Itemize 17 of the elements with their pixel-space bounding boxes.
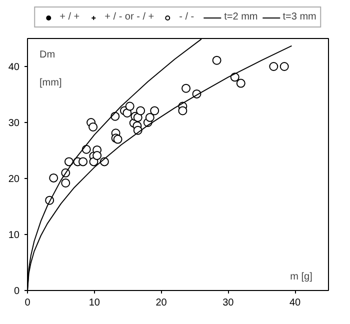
legend-label: t=2 mm	[224, 12, 258, 22]
x-tick-label: 0	[24, 298, 31, 308]
legend-label: t=3 mm	[282, 12, 316, 22]
x-tick-label: 40	[289, 298, 302, 308]
x-tick-label: 20	[156, 298, 168, 308]
legend-label: + / +	[60, 12, 80, 22]
x-axis-title: m [g]	[290, 272, 313, 282]
y-tick-label: 40	[8, 62, 20, 73]
y-tick-label: 10	[8, 230, 20, 241]
text: Dm [mm]	[40, 50, 62, 89]
x-tick-label: 10	[88, 298, 100, 308]
x-tick-label: 30	[222, 298, 234, 308]
y-tick-label: 20	[8, 174, 20, 185]
legend-label: + / - or - / +	[104, 12, 154, 22]
legend-label: - / -	[179, 12, 196, 22]
y-tick-label: 30	[8, 118, 20, 129]
y-tick-label: 0	[14, 286, 20, 297]
